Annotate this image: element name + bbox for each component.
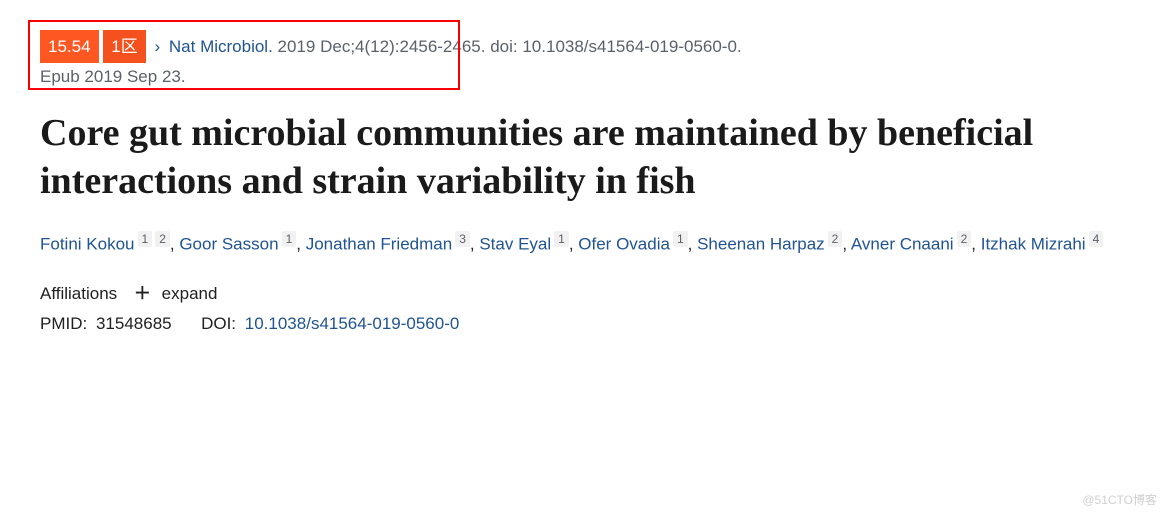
- doi-label: DOI:: [201, 314, 236, 333]
- impact-factor-badge: 15.54: [40, 30, 99, 63]
- watermark: @51CTO博客: [1082, 491, 1157, 508]
- affiliation-superscript[interactable]: 2: [155, 231, 170, 247]
- affiliations-label: Affiliations: [40, 284, 117, 303]
- expand-button[interactable]: expand: [162, 284, 218, 303]
- journal-link[interactable]: Nat Microbiol.: [169, 37, 273, 56]
- citation-epub: Epub 2019 Sep 23.: [40, 67, 186, 86]
- author-link[interactable]: Stav Eyal: [479, 235, 551, 254]
- article-title: Core gut microbial communities are maint…: [40, 110, 1127, 205]
- author-link[interactable]: Avner Cnaani: [851, 235, 954, 254]
- doi-link[interactable]: 10.1038/s41564-019-0560-0: [245, 314, 460, 333]
- chevron-right-icon: ›: [154, 37, 160, 56]
- affiliations-row: Affiliations ＋ expand: [40, 279, 1127, 304]
- affiliation-superscript[interactable]: 1: [554, 231, 569, 247]
- author-link[interactable]: Jonathan Friedman: [306, 235, 452, 254]
- pmid-label: PMID:: [40, 314, 87, 333]
- affiliation-superscript[interactable]: 1: [673, 231, 688, 247]
- authors-list: Fotini Kokou12, Goor Sasson1, Jonathan F…: [40, 229, 1127, 260]
- citation-details: 2019 Dec;4(12):2456-2465.: [278, 37, 486, 56]
- citation-line: 15.54 1区 › Nat Microbiol. 2019 Dec;4(12)…: [40, 30, 1127, 90]
- journal-zone-badge: 1区: [103, 30, 145, 63]
- affiliation-superscript[interactable]: 2: [828, 231, 843, 247]
- author-link[interactable]: Fotini Kokou: [40, 235, 135, 254]
- affiliation-superscript[interactable]: 3: [455, 231, 470, 247]
- citation-doi-text: doi: 10.1038/s41564-019-0560-0.: [490, 37, 741, 56]
- affiliation-superscript[interactable]: 1: [282, 231, 297, 247]
- affiliation-superscript[interactable]: 4: [1089, 231, 1104, 247]
- author-link[interactable]: Ofer Ovadia: [578, 235, 670, 254]
- author-link[interactable]: Goor Sasson: [179, 235, 278, 254]
- affiliation-superscript[interactable]: 2: [957, 231, 972, 247]
- identifiers-row: PMID: 31548685 DOI: 10.1038/s41564-019-0…: [40, 314, 1127, 334]
- plus-icon[interactable]: ＋: [134, 279, 151, 304]
- affiliation-superscript[interactable]: 1: [138, 231, 153, 247]
- author-link[interactable]: Sheenan Harpaz: [697, 235, 825, 254]
- pmid-value: 31548685: [96, 314, 172, 333]
- author-link[interactable]: Itzhak Mizrahi: [981, 235, 1086, 254]
